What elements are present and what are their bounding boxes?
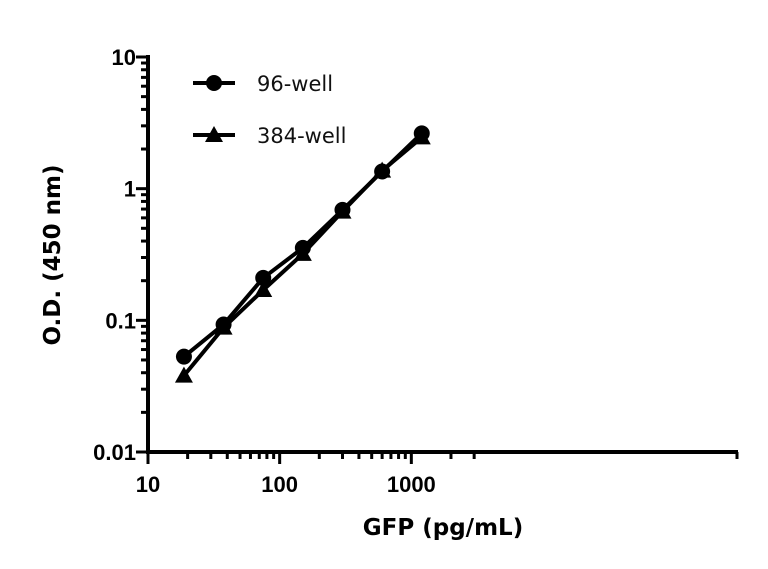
data-point-circle — [175, 348, 192, 365]
x-axis-label: GFP (pg/mL) — [363, 515, 523, 541]
data-point-triangle — [174, 366, 193, 383]
y-tick-label: 0.01 — [93, 440, 136, 465]
data-point-triangle — [214, 318, 233, 335]
axes: 10 100 1000 0.01 0.1 1 10 — [93, 45, 739, 497]
y-tick-label: 1 — [124, 177, 136, 202]
x-tick-label: 1000 — [387, 472, 436, 497]
data-point-circle — [255, 269, 272, 286]
legend-marker-circle — [206, 75, 222, 91]
data-point-triangle — [254, 280, 273, 297]
data-point-triangle — [373, 161, 392, 178]
y-tick-label: 0.1 — [105, 308, 136, 333]
legend-item: 96-well — [193, 72, 333, 96]
x-tick-label: 100 — [261, 472, 298, 497]
legend-item: 384-well — [193, 124, 346, 148]
y-tick-label: 10 — [112, 45, 136, 70]
legend-label: 96-well — [257, 72, 333, 96]
series-384-well — [174, 128, 431, 383]
y-axis-label: O.D. (450 nm) — [40, 164, 66, 345]
legend-label: 384-well — [257, 124, 346, 148]
legend-marker-triangle — [205, 126, 223, 142]
data-point-triangle — [412, 128, 431, 145]
x-tick-label: 10 — [136, 472, 160, 497]
legend: 96-well 384-well — [193, 72, 346, 148]
data-point-triangle — [333, 202, 352, 219]
series-layer — [174, 125, 431, 383]
data-point-triangle — [293, 244, 312, 261]
